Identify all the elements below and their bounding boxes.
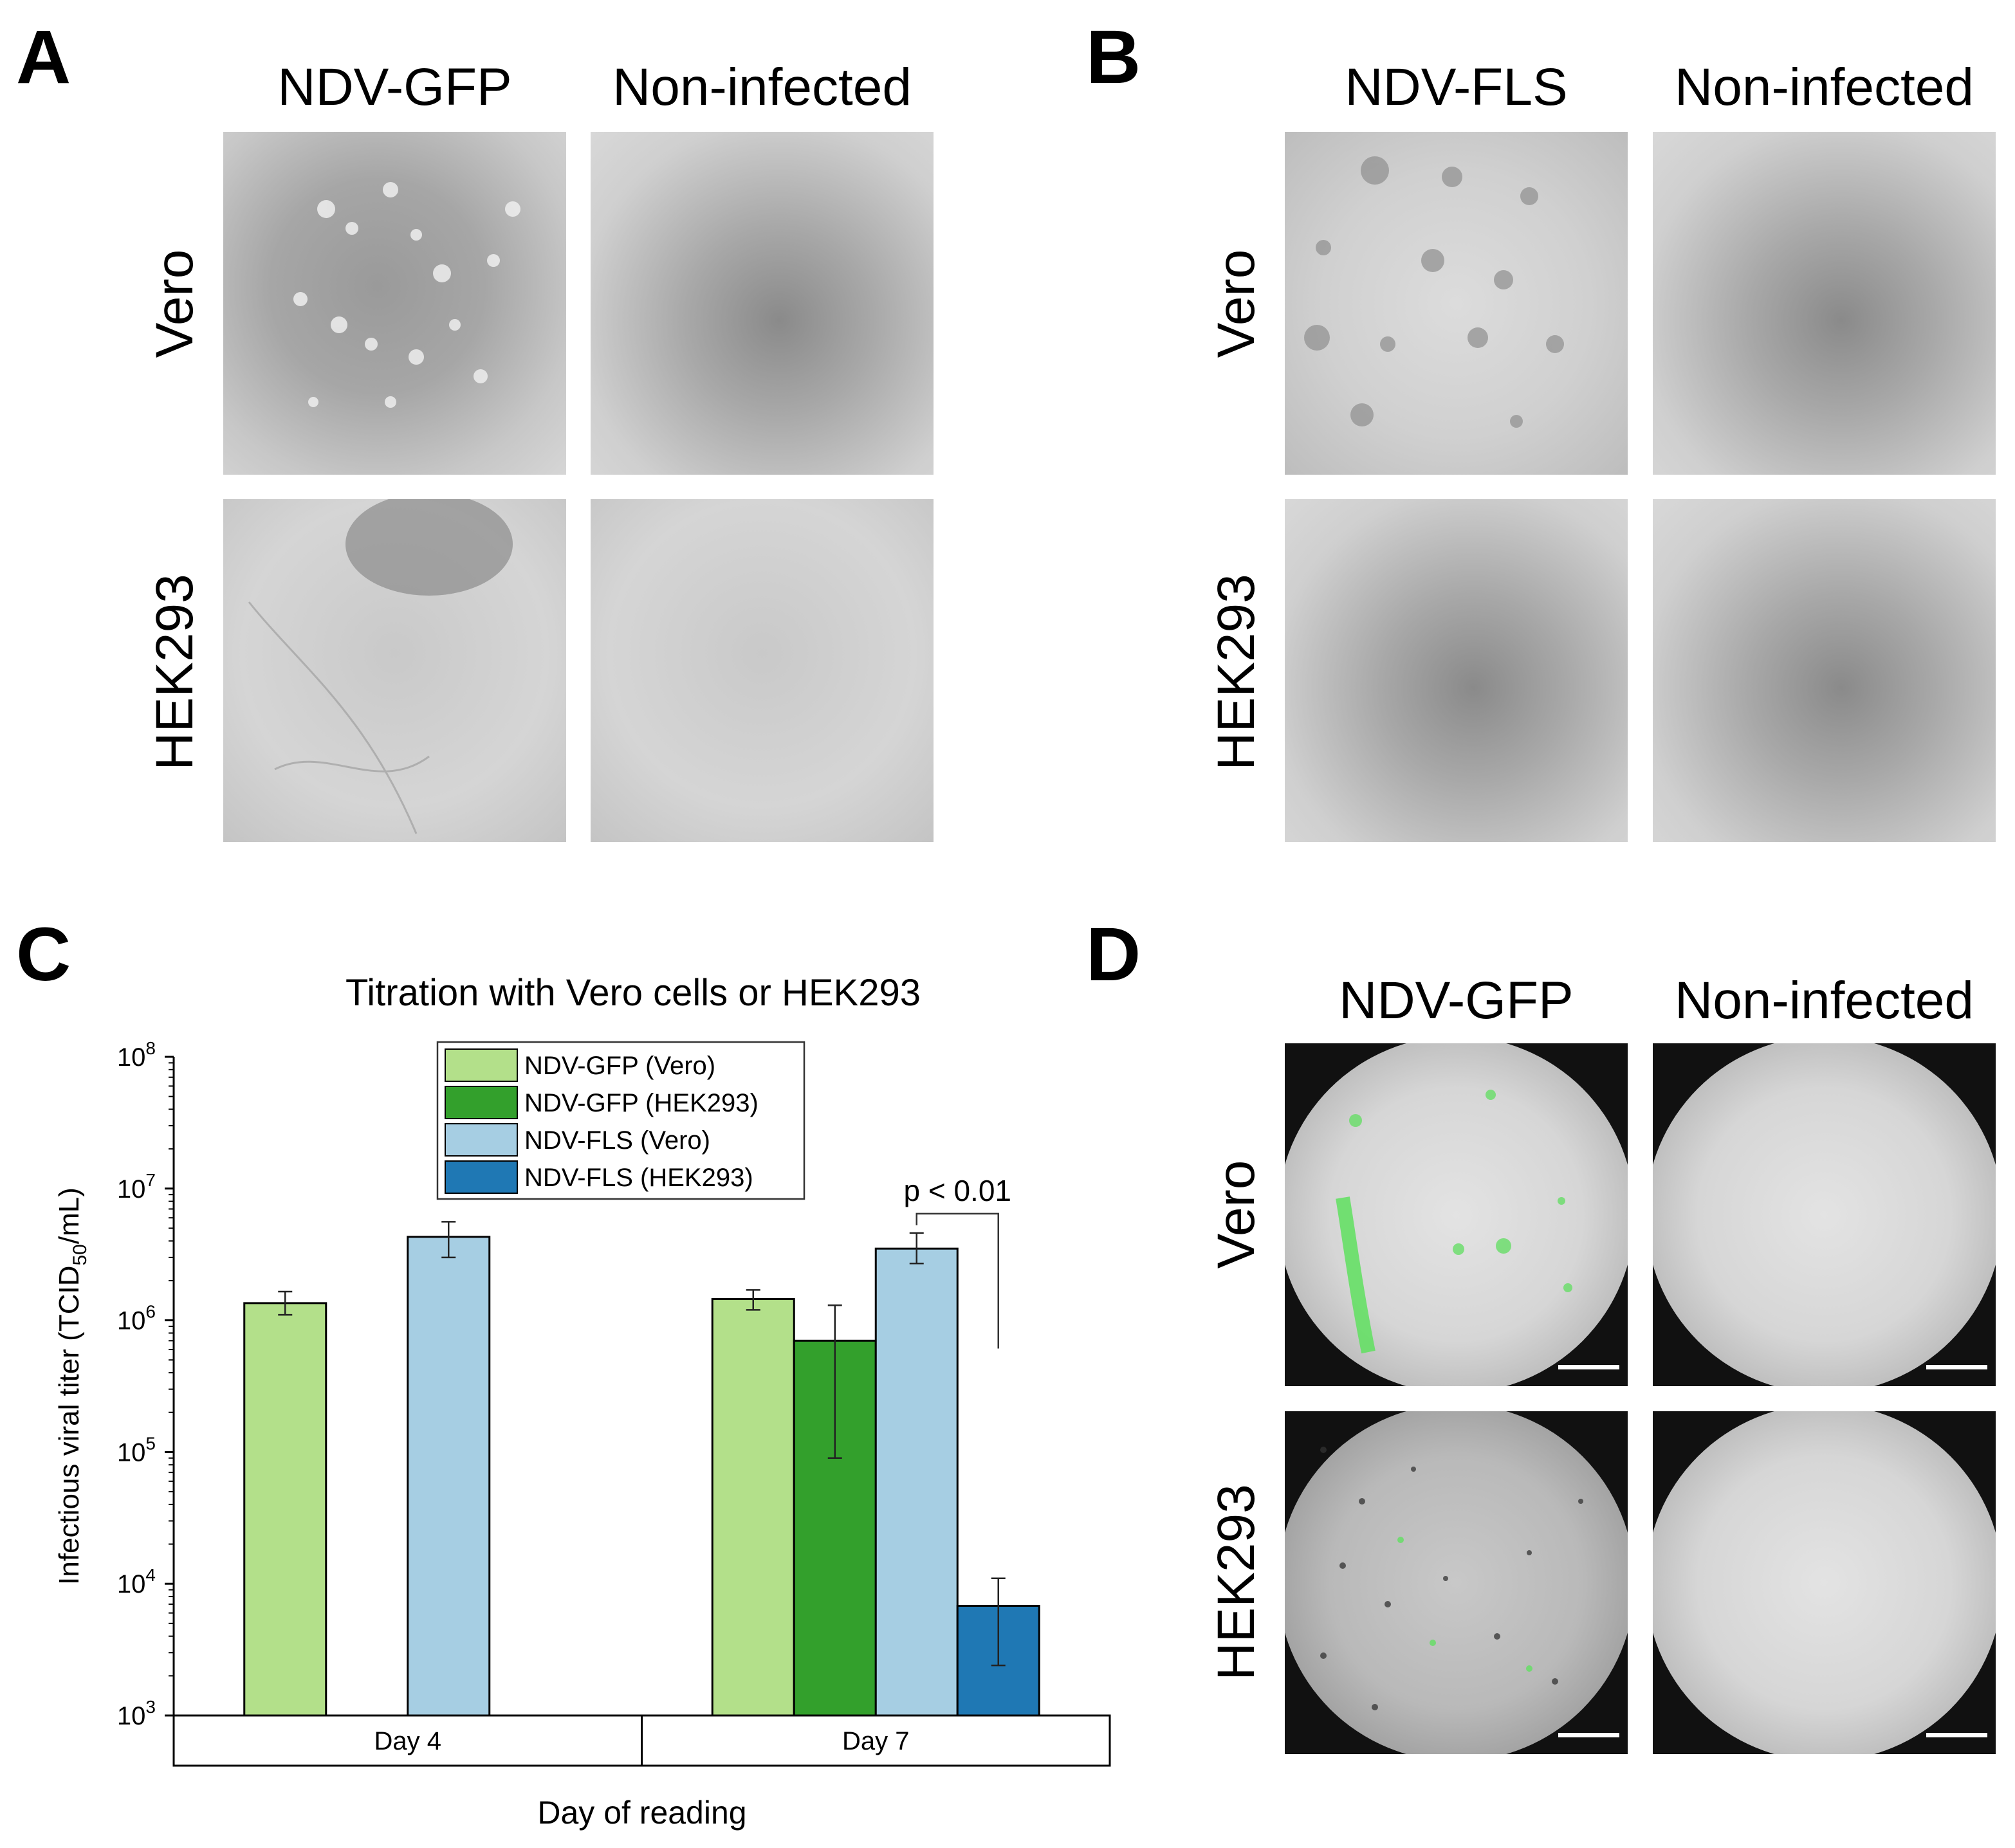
y-tick-label: 105 <box>117 1433 156 1467</box>
micrograph-b-hek293-noninfected <box>1653 499 1996 842</box>
legend-swatch <box>445 1160 518 1194</box>
gfp-signal-overlay <box>1336 1090 1572 1354</box>
micrograph-a-hek293-ndv-gfp <box>223 499 566 842</box>
field-of-view <box>1653 1043 1996 1386</box>
bars <box>243 1236 1040 1717</box>
axes: 103 104 105 106 107 108 <box>117 1038 175 1730</box>
bar <box>243 1302 327 1717</box>
fluorescence-d-vero-noninfected <box>1653 1043 1996 1386</box>
titration-chart: Titration with Vero cells or HEK293 Infe… <box>53 972 1111 1831</box>
panel-letter-c: C <box>16 912 71 997</box>
panel-a-row-label-vero: Vero <box>145 249 204 358</box>
legend-swatch <box>445 1123 518 1157</box>
x-axis-label: Day of reading <box>537 1795 746 1831</box>
legend-label: NDV-FLS (HEK293) <box>524 1164 753 1192</box>
legend-swatch <box>445 1086 518 1119</box>
panel-a-row-label-hek293: HEK293 <box>145 574 204 771</box>
error-bars <box>278 1221 1006 1667</box>
field-of-view <box>1285 1411 1628 1754</box>
y-tick-label: 107 <box>117 1170 156 1203</box>
significance-annotation: p < 0.01 <box>903 1174 1011 1349</box>
legend-label: NDV-GFP (Vero) <box>524 1052 715 1080</box>
y-tick-label: 104 <box>117 1565 156 1598</box>
cell-debris-overlay <box>1304 156 1564 428</box>
panel-d-row-label-hek293: HEK293 <box>1207 1484 1265 1681</box>
panel-b-row-label-hek293: HEK293 <box>1207 574 1265 771</box>
y-tick-label: 103 <box>117 1697 156 1730</box>
cell-debris-overlay <box>1320 1447 1583 1710</box>
micrograph-a-hek293-noninfected <box>591 499 934 842</box>
y-tick-label: 108 <box>117 1038 156 1072</box>
fluorescence-d-vero-ndv-gfp <box>1285 1043 1628 1386</box>
panel-b-col-header-infected: NDV-FLS <box>1345 58 1568 116</box>
fluorescence-d-hek293-noninfected <box>1653 1411 1996 1754</box>
scale-bar <box>1926 1733 1987 1737</box>
micrograph-b-hek293-ndv-fls <box>1285 499 1628 842</box>
micrograph-a-vero-noninfected <box>591 132 934 475</box>
scale-bar <box>1558 1733 1619 1737</box>
y-axis-label: Infectious viral titer (TCID50/mL) <box>53 1187 91 1585</box>
bar <box>874 1247 959 1717</box>
legend-label: NDV-GFP (HEK293) <box>524 1089 759 1117</box>
scale-bar <box>1558 1365 1619 1369</box>
category-label: Day 4 <box>374 1727 442 1755</box>
legend-label: NDV-FLS (Vero) <box>524 1126 710 1155</box>
micrograph-b-vero-ndv-fls <box>1285 132 1628 475</box>
y-tick-label: 106 <box>117 1302 156 1335</box>
panel-d-row-label-vero: Vero <box>1207 1160 1265 1269</box>
panel-b-row-label-vero: Vero <box>1207 249 1265 358</box>
scale-bar <box>1926 1365 1987 1369</box>
category-label: Day 7 <box>842 1727 910 1755</box>
category-axis: Day 4 Day 7 <box>172 1714 1111 1767</box>
panel-a-col-header-noninfected: Non-infected <box>612 58 912 116</box>
panel-d-col-header-infected: NDV-GFP <box>1339 971 1574 1030</box>
panel-a-col-header-infected: NDV-GFP <box>277 58 512 116</box>
panel-letter-d: D <box>1086 912 1141 997</box>
y-axis-label-text: Infectious viral titer (TCID50/mL) <box>53 1187 91 1585</box>
panel-letter-b: B <box>1086 15 1141 100</box>
dark-patch-overlay <box>248 499 513 834</box>
fluorescence-d-hek293-ndv-gfp <box>1285 1411 1628 1754</box>
cell-clusters-overlay <box>293 182 520 408</box>
bar <box>407 1236 491 1717</box>
panel-b-col-header-noninfected: Non-infected <box>1675 58 1974 116</box>
legend: NDV-GFP (Vero) NDV-GFP (HEK293) NDV-FLS (V… <box>436 1041 805 1200</box>
chart-title: Titration with Vero cells or HEK293 <box>345 972 921 1014</box>
field-of-view <box>1653 1411 1996 1754</box>
micrograph-b-vero-noninfected <box>1653 132 1996 475</box>
bar <box>711 1298 795 1717</box>
micrograph-a-vero-ndv-gfp <box>223 132 566 475</box>
significance-label: p < 0.01 <box>903 1174 1011 1207</box>
legend-swatch <box>445 1048 518 1082</box>
significance-bracket <box>915 1212 999 1349</box>
panel-d-col-header-noninfected: Non-infected <box>1675 971 1974 1030</box>
panel-letter-a: A <box>16 15 71 100</box>
